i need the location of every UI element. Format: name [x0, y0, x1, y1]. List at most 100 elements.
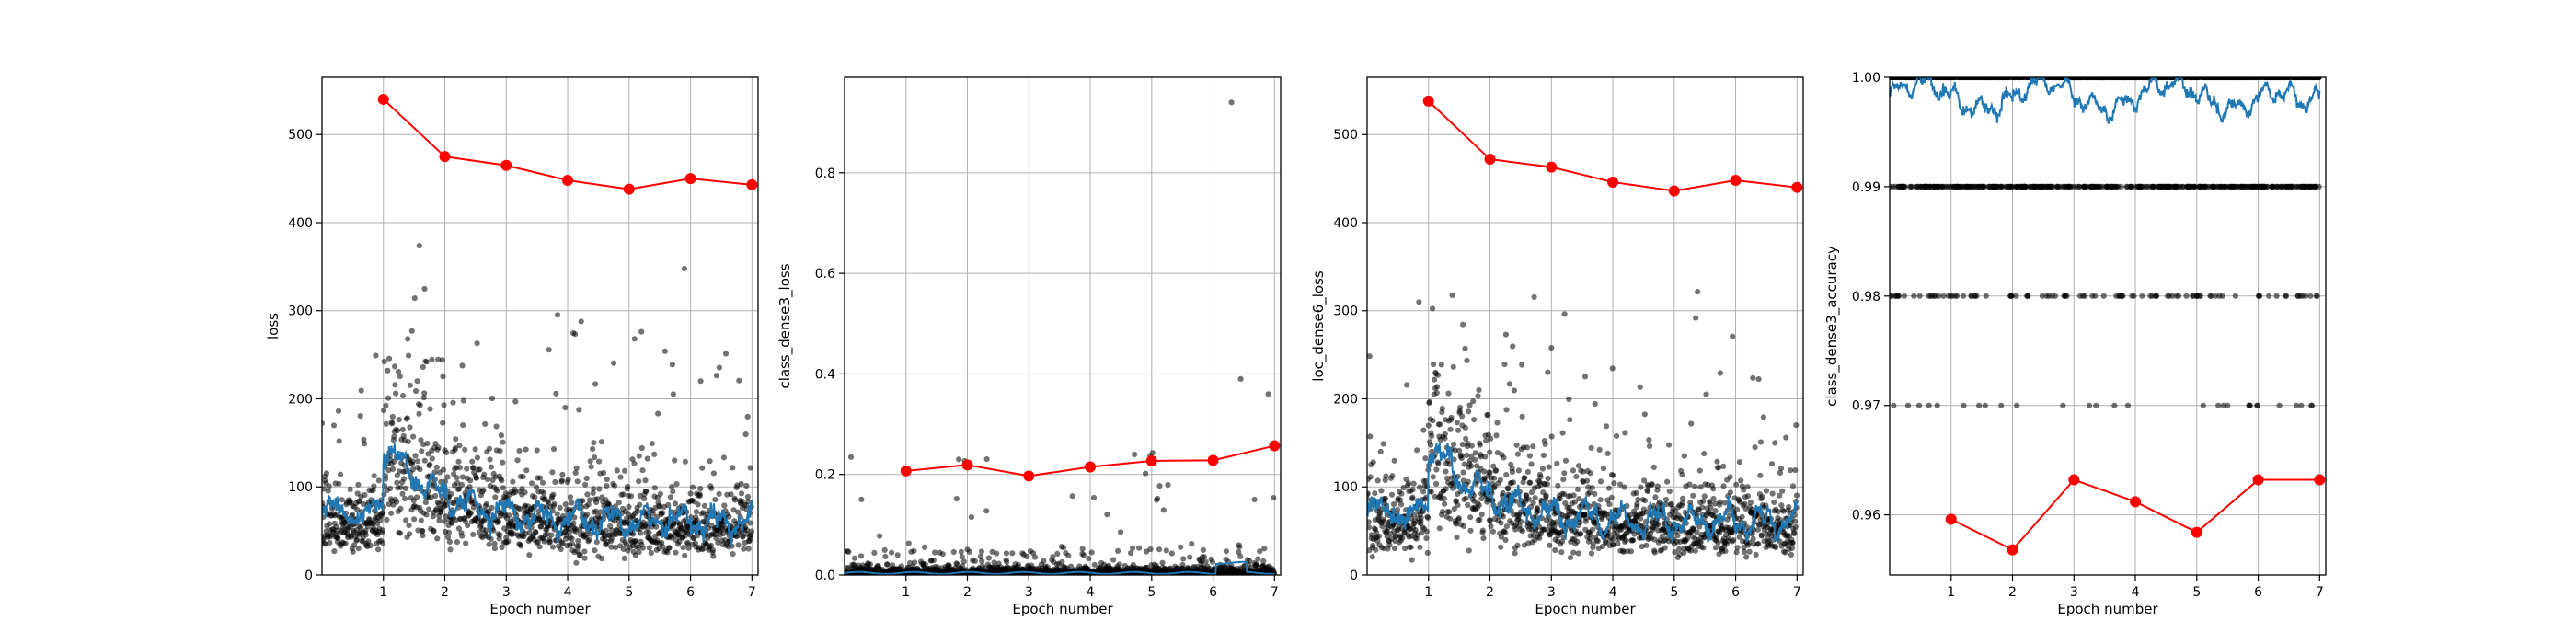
batch-point [335, 408, 342, 414]
batch-point [585, 501, 592, 508]
batch-point [1459, 442, 1466, 448]
batch-point [682, 552, 688, 559]
batch-point [1136, 545, 1143, 551]
y-tick-label: 0.4 [815, 367, 835, 382]
x-tick-label: 4 [1609, 585, 1617, 600]
batch-point [1450, 363, 1456, 370]
batch-point [1592, 400, 1598, 408]
batch-point [1031, 554, 1039, 560]
batch-point [679, 524, 685, 532]
batch-point [1462, 345, 1468, 351]
batch-point [1789, 483, 1797, 489]
batch-point [687, 490, 694, 497]
batch-point [1271, 495, 1277, 501]
batch-point [1697, 484, 1704, 490]
batch-point [1257, 548, 1263, 555]
batch-point [1459, 413, 1466, 420]
batch-point [493, 423, 500, 430]
batch-point [420, 395, 427, 401]
batch-point [956, 456, 962, 463]
batch-point [1505, 486, 1512, 492]
batch-point [409, 458, 416, 465]
batch-point [590, 445, 596, 453]
batch-point [514, 457, 521, 464]
batch-point [2008, 293, 2015, 299]
batch-point [407, 424, 413, 431]
batch-point [1189, 541, 1195, 547]
batch-point [1418, 514, 1424, 522]
batch-point [1736, 534, 1742, 540]
batch-point [1544, 481, 1550, 488]
batch-point [1634, 500, 1640, 507]
batch-point [1643, 542, 1650, 548]
batch-point [375, 477, 382, 484]
batch-point [410, 433, 417, 440]
x-tick-label: 1 [902, 585, 910, 600]
batch-point [470, 531, 477, 538]
batch-point [1041, 558, 1047, 564]
batch-point [536, 544, 543, 550]
batch-point [644, 455, 650, 462]
batch-point [491, 546, 499, 552]
batch-point [745, 498, 752, 505]
batch-point [406, 523, 412, 529]
batch-point [1741, 548, 1747, 556]
batch-point [1580, 468, 1586, 475]
batch-point [402, 485, 408, 492]
batch-point [845, 548, 852, 556]
batch-point [617, 474, 624, 480]
batch-point [1755, 376, 1762, 383]
batch-point [1237, 375, 1244, 382]
batch-point [528, 480, 535, 487]
batch-point [522, 489, 528, 496]
batch-point [443, 513, 449, 520]
batch-point [323, 470, 330, 477]
batch-point [409, 466, 416, 473]
batch-point [431, 528, 437, 535]
batch-point [534, 447, 540, 454]
batch-point [592, 547, 598, 554]
batch-point [581, 548, 588, 555]
batch-point [1367, 524, 1373, 531]
batch-point [548, 532, 555, 538]
batch-point [1567, 555, 1574, 561]
batch-point [1594, 538, 1601, 545]
batch-point [1512, 550, 1518, 557]
batch-point [1452, 447, 1458, 454]
batch-point [1447, 426, 1454, 432]
batch-point [459, 533, 466, 539]
batch-point [1734, 545, 1741, 551]
batch-point [433, 464, 440, 470]
smoothed-line [1367, 442, 1799, 543]
batch-point [1261, 546, 1268, 552]
batch-point [418, 437, 424, 443]
batch-point [1750, 535, 1756, 543]
batch-point [712, 497, 719, 503]
batch-point [1487, 517, 1493, 523]
batch-point [1655, 521, 1662, 528]
batch-point [562, 405, 569, 411]
batch-point [510, 478, 516, 485]
batch-point [450, 399, 456, 406]
batch-point [1463, 435, 1469, 442]
batch-point [427, 406, 433, 412]
batch-point [1439, 405, 1445, 412]
batch-point [639, 545, 646, 551]
batch-point [614, 467, 620, 474]
batch-point [546, 538, 554, 546]
batch-point [381, 358, 387, 365]
batch-point [660, 510, 666, 516]
batch-point [1497, 477, 1503, 483]
batch-point [708, 485, 715, 492]
batch-point [1741, 487, 1747, 493]
batch-point [1693, 315, 1699, 321]
batch-point [439, 357, 445, 363]
batch-point [1590, 541, 1596, 547]
batch-point [1503, 523, 1510, 530]
batch-point [371, 483, 377, 489]
batch-point [1132, 451, 1138, 458]
batch-point [1610, 535, 1616, 543]
batch-point [1450, 485, 1456, 491]
batch-point [1566, 396, 1572, 403]
